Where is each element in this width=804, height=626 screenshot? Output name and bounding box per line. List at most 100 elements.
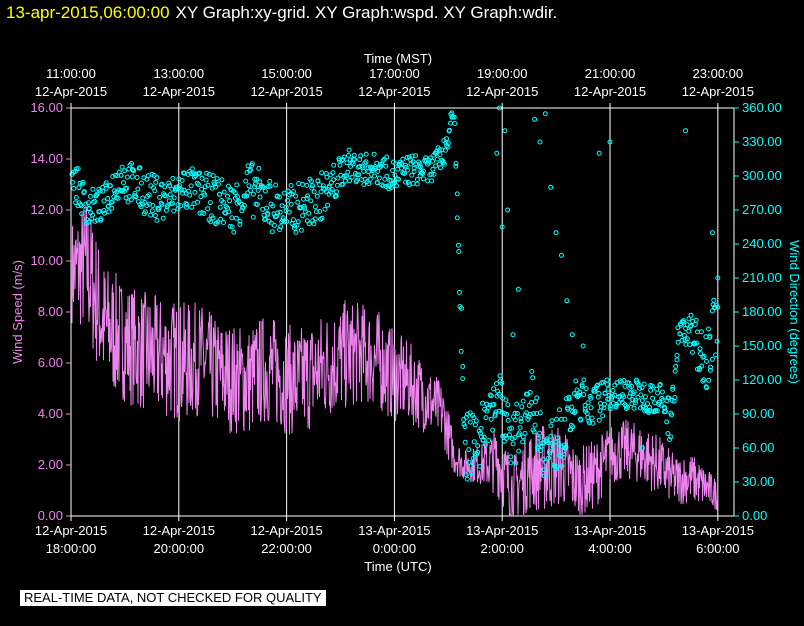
wind-direction-point bbox=[502, 128, 508, 134]
wind-direction-point bbox=[152, 188, 158, 194]
wind-direction-point bbox=[697, 346, 703, 352]
wind-direction-point bbox=[531, 411, 537, 417]
wind-direction-point bbox=[527, 411, 533, 417]
wind-direction-point bbox=[706, 377, 712, 383]
wind-direction-point bbox=[600, 413, 606, 419]
wind-direction-point bbox=[652, 400, 657, 406]
wind-direction-point bbox=[715, 304, 721, 310]
wind-direction-point bbox=[675, 339, 681, 345]
chart-header: 13-apr-2015,06:00:00 XY Graph:xy-grid. XY… bbox=[6, 3, 557, 23]
wind-direction-point bbox=[670, 386, 676, 392]
wind-direction-point bbox=[503, 435, 509, 441]
wind-direction-point bbox=[645, 401, 650, 407]
wind-direction-point bbox=[613, 404, 619, 410]
top-axis-label: Time (MST) bbox=[364, 51, 432, 66]
wind-direction-point bbox=[341, 154, 347, 160]
wind-direction-point bbox=[512, 435, 518, 441]
wind-direction-point bbox=[375, 180, 380, 186]
wind-direction-point bbox=[394, 183, 400, 189]
wind-direction-point bbox=[557, 407, 562, 413]
wind-direction-point bbox=[277, 209, 283, 215]
wind-direction-point bbox=[101, 198, 107, 204]
wind-direction-point bbox=[380, 183, 386, 189]
wind-direction-point bbox=[286, 209, 292, 215]
wind-direction-point bbox=[402, 171, 407, 176]
wind-direction-point bbox=[372, 173, 377, 179]
wind-direction-point bbox=[630, 397, 636, 403]
wind-direction-point bbox=[453, 160, 459, 166]
wind-direction-point bbox=[132, 193, 138, 199]
wind-direction-point bbox=[518, 418, 524, 424]
wind-direction-point bbox=[488, 393, 494, 399]
wind-direction-point bbox=[704, 358, 709, 364]
wind-direction-point bbox=[300, 181, 305, 187]
wind-direction-point bbox=[101, 208, 107, 213]
wind-direction-point bbox=[633, 397, 638, 403]
wind-direction-point bbox=[386, 186, 392, 192]
wind-direction-point bbox=[195, 199, 200, 205]
wind-direction-point bbox=[520, 439, 526, 445]
wind-direction-point bbox=[659, 389, 665, 395]
wind-direction-point bbox=[78, 203, 84, 209]
wind-direction-point bbox=[491, 402, 497, 407]
wind-direction-point bbox=[102, 210, 108, 216]
wind-direction-point bbox=[548, 184, 554, 190]
wind-direction-point bbox=[203, 177, 209, 183]
wind-direction-point bbox=[106, 209, 112, 215]
wind-direction-point bbox=[329, 187, 335, 192]
wind-direction-point bbox=[537, 410, 543, 416]
quality-disclaimer: REAL-TIME DATA, NOT CHECKED FOR QUALITY bbox=[20, 590, 326, 606]
wind-direction-point bbox=[640, 403, 646, 409]
wind-direction-point bbox=[334, 182, 340, 188]
wind-direction-point bbox=[444, 136, 449, 142]
wind-direction-point bbox=[269, 229, 275, 235]
wind-direction-point bbox=[247, 168, 253, 174]
wind-direction-point bbox=[654, 408, 660, 414]
left-tick-label: 12.00 bbox=[30, 202, 63, 217]
wind-direction-point bbox=[598, 404, 604, 410]
wind-direction-point bbox=[701, 353, 707, 359]
wind-direction-point bbox=[707, 367, 713, 373]
wind-direction-point bbox=[588, 405, 594, 411]
bottom-tick-time: 6:00:00 bbox=[696, 541, 739, 556]
wind-direction-point bbox=[260, 184, 266, 190]
wind-direction-point bbox=[514, 401, 520, 407]
wind-direction-point bbox=[239, 208, 245, 214]
wind-direction-point bbox=[171, 195, 177, 201]
wind-direction-point bbox=[344, 160, 350, 166]
bottom-tick-date: 12-Apr-2015 bbox=[143, 523, 215, 538]
wind-direction-point bbox=[138, 204, 144, 210]
wind-direction-point bbox=[641, 381, 647, 387]
left-tick-label: 8.00 bbox=[38, 304, 63, 319]
bottom-tick-time: 4:00:00 bbox=[588, 541, 631, 556]
wind-direction-point bbox=[79, 181, 85, 187]
wind-direction-point bbox=[609, 395, 615, 401]
wind-direction-point bbox=[648, 387, 654, 393]
wind-direction-point bbox=[220, 199, 226, 205]
wind-direction-point bbox=[176, 183, 182, 189]
wind-direction-point bbox=[626, 380, 632, 386]
wind-direction-point bbox=[109, 205, 115, 211]
top-tick-time: 19:00:00 bbox=[477, 66, 528, 81]
wind-direction-point bbox=[569, 332, 575, 338]
wind-direction-point bbox=[69, 179, 75, 185]
wind-direction-point bbox=[553, 230, 559, 236]
wind-direction-point bbox=[625, 404, 631, 410]
wind-direction-point bbox=[657, 382, 663, 387]
wind-direction-point bbox=[115, 195, 121, 201]
wind-direction-point bbox=[205, 206, 211, 212]
wind-direction-point bbox=[587, 420, 592, 426]
wind-direction-point bbox=[347, 178, 353, 184]
right-axis-label: Wind Direction (degrees) bbox=[787, 240, 802, 384]
wind-direction-point bbox=[503, 397, 509, 403]
wind-direction-point bbox=[679, 337, 685, 343]
wind-direction-point bbox=[229, 215, 235, 221]
wind-direction-point bbox=[649, 383, 655, 389]
wind-direction-point bbox=[463, 472, 469, 478]
bottom-tick-date: 13-Apr-2015 bbox=[682, 523, 754, 538]
wind-direction-point bbox=[481, 434, 487, 440]
wind-direction-point bbox=[440, 158, 446, 164]
top-tick-date: 12-Apr-2015 bbox=[35, 84, 107, 99]
wind-direction-point bbox=[105, 196, 111, 201]
wind-direction-point bbox=[460, 376, 466, 382]
